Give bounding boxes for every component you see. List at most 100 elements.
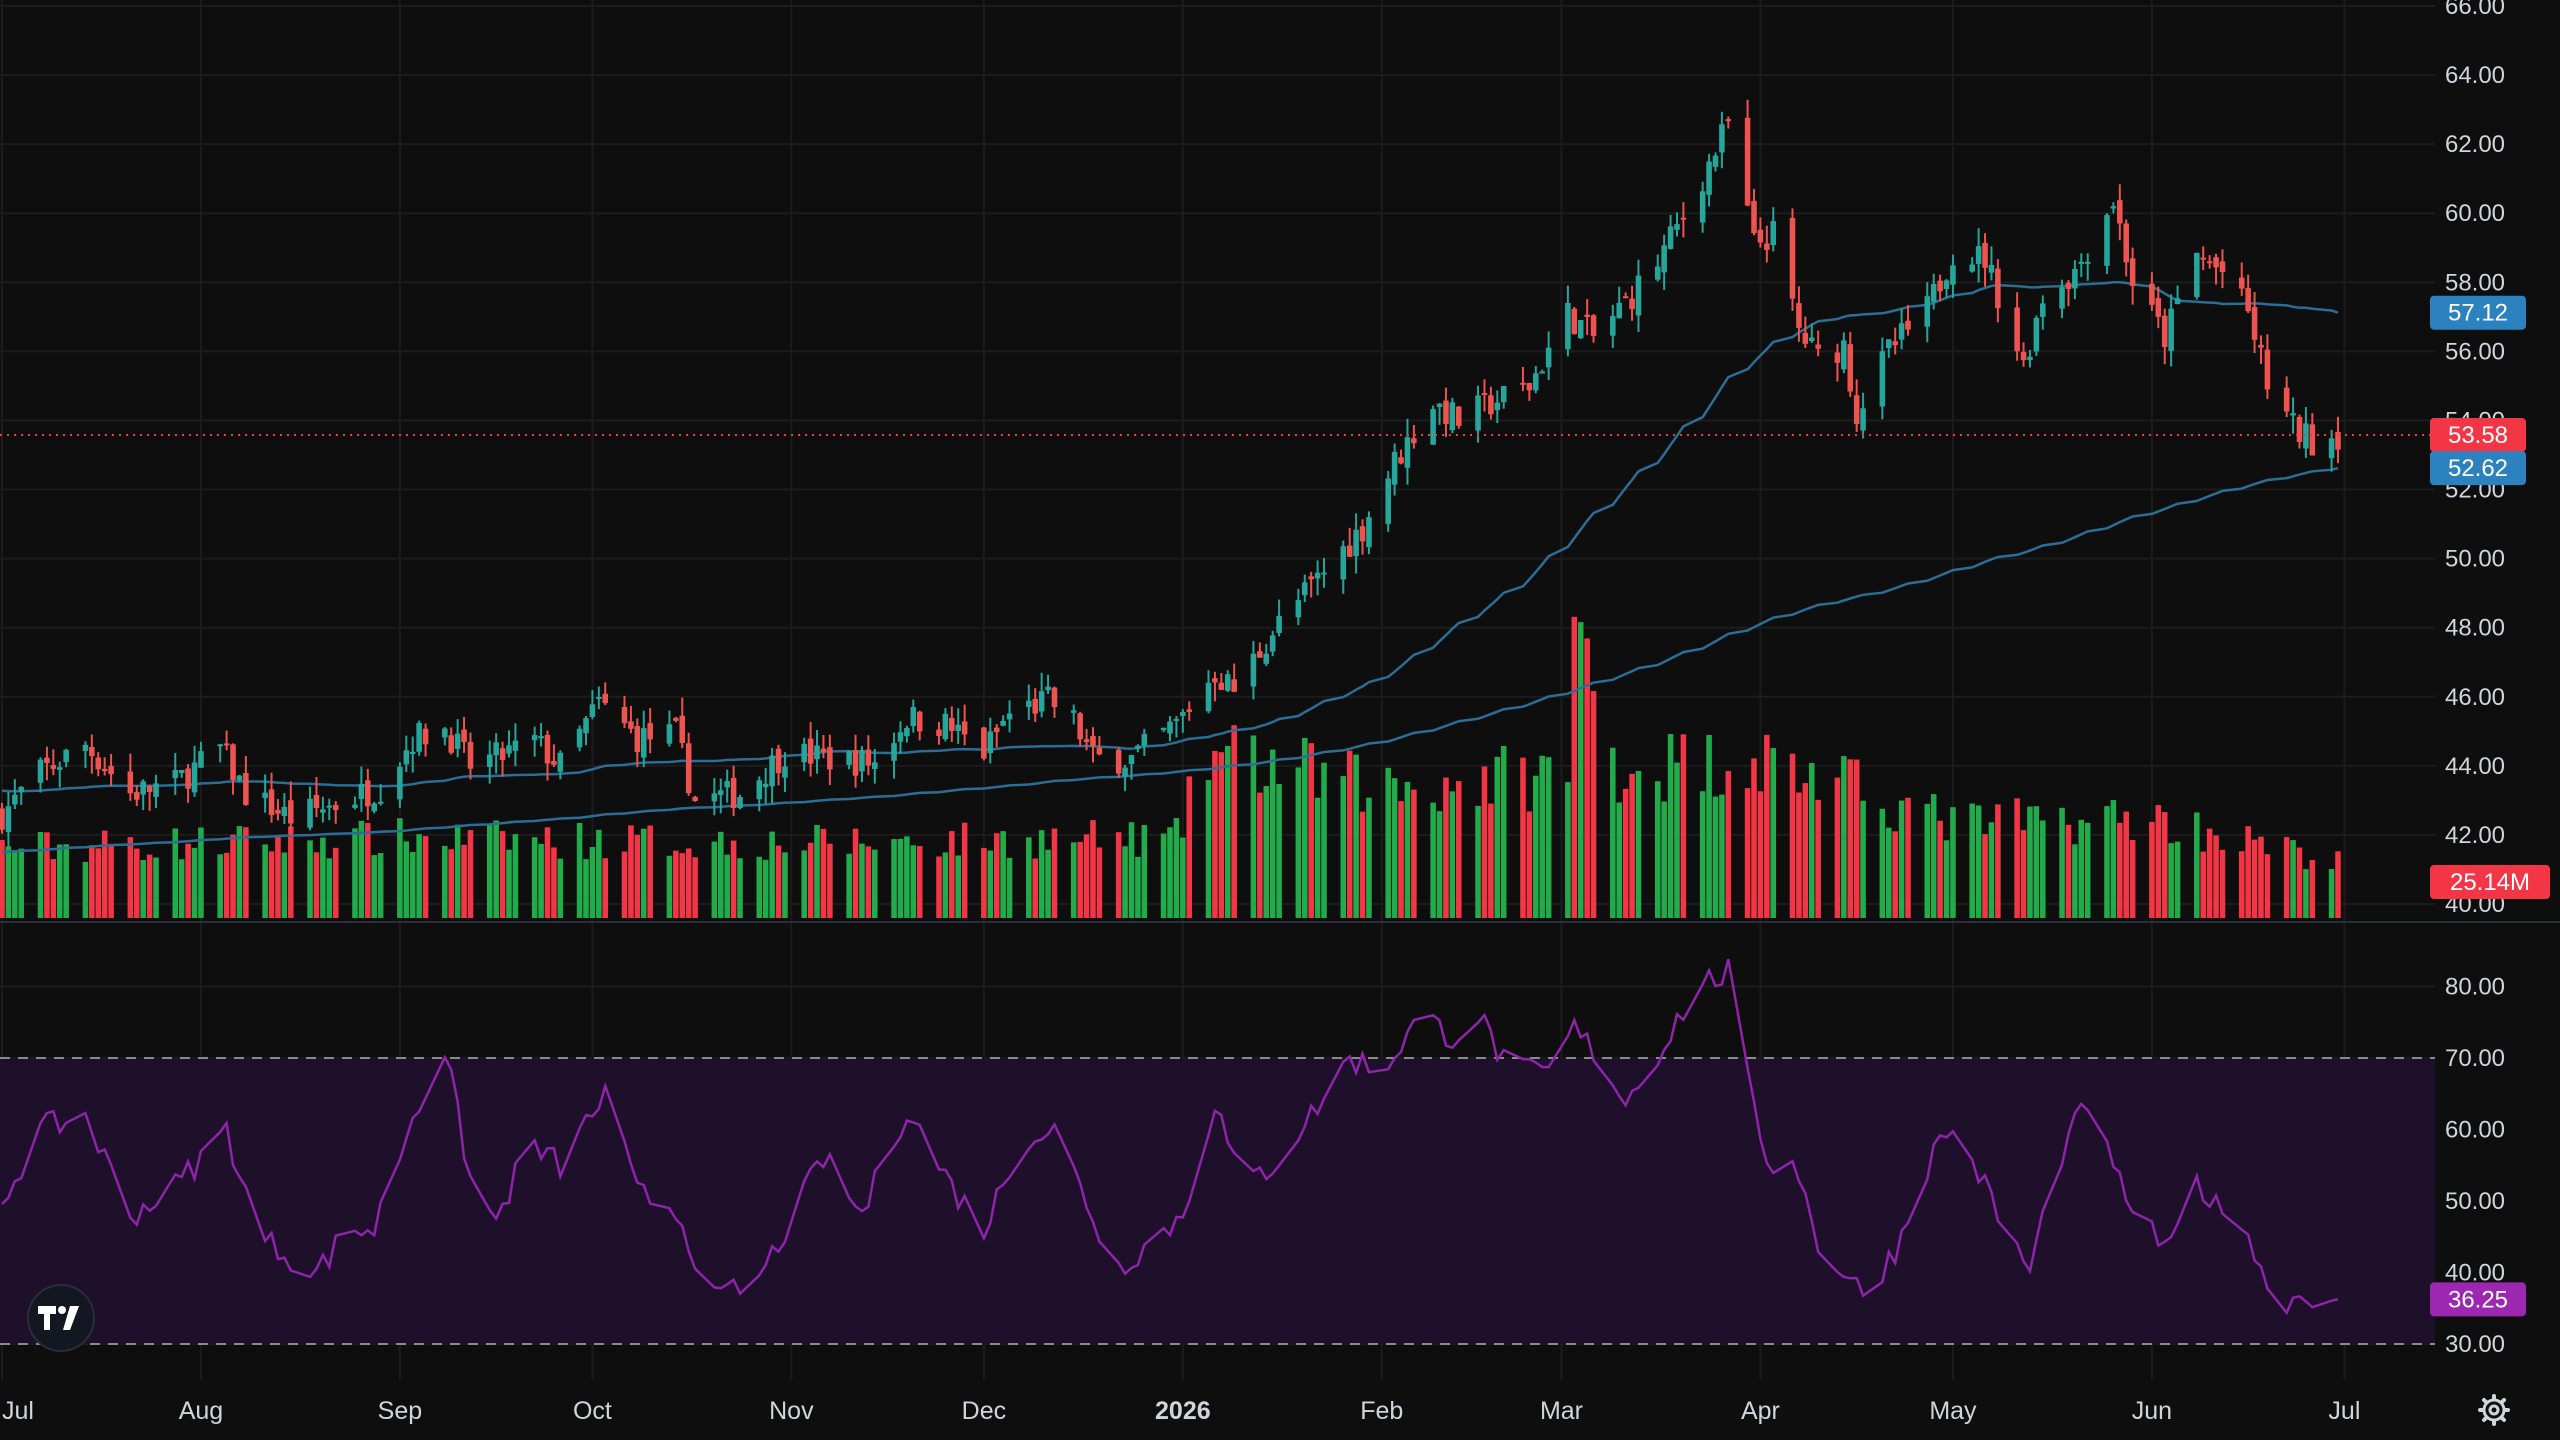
candle-body[interactable] xyxy=(1212,678,1218,683)
candle-body[interactable] xyxy=(756,780,763,800)
candle-body[interactable] xyxy=(2117,200,2123,224)
candle-body[interactable] xyxy=(981,727,987,759)
candle-body[interactable] xyxy=(198,751,204,768)
candle-body[interactable] xyxy=(1276,615,1282,633)
candle-body[interactable] xyxy=(95,757,102,770)
candle-body[interactable] xyxy=(1526,383,1533,391)
candle-body[interactable] xyxy=(63,749,69,762)
candle-body[interactable] xyxy=(891,743,897,761)
candle-body[interactable] xyxy=(50,765,57,769)
candle-body[interactable] xyxy=(1366,517,1372,548)
candle-body[interactable] xyxy=(827,747,833,770)
candle-body[interactable] xyxy=(275,809,281,814)
candle-body[interactable] xyxy=(2245,288,2251,312)
candle-body[interactable] xyxy=(1764,243,1770,250)
candle-body[interactable] xyxy=(1032,698,1039,714)
candle-body[interactable] xyxy=(262,792,268,799)
candle-body[interactable] xyxy=(1045,686,1051,691)
candle-body[interactable] xyxy=(1456,406,1462,426)
candle-body[interactable] xyxy=(1943,280,1950,289)
candle-body[interactable] xyxy=(557,752,564,772)
candle-body[interactable] xyxy=(673,717,679,721)
candle-body[interactable] xyxy=(730,777,737,808)
candle-body[interactable] xyxy=(602,693,609,704)
candle-body[interactable] xyxy=(1090,735,1096,747)
candle-body[interactable] xyxy=(1725,119,1732,122)
candle-body[interactable] xyxy=(1122,767,1128,777)
candle-body[interactable] xyxy=(1000,721,1006,726)
candle-body[interactable] xyxy=(544,734,551,764)
candle-body[interactable] xyxy=(897,732,904,742)
candle-body[interactable] xyxy=(1988,264,1995,273)
candle-body[interactable] xyxy=(1115,749,1122,774)
candle-body[interactable] xyxy=(2309,424,2316,456)
candle-body[interactable] xyxy=(2065,282,2072,289)
candle-body[interactable] xyxy=(2014,307,2020,352)
candle-body[interactable] xyxy=(628,721,634,729)
candle-body[interactable] xyxy=(1975,246,1982,264)
candle-body[interactable] xyxy=(2335,431,2341,450)
candle-body[interactable] xyxy=(2200,257,2207,260)
candle-body[interactable] xyxy=(1815,344,1821,349)
candle-body[interactable] xyxy=(640,728,647,758)
candle-body[interactable] xyxy=(2123,223,2129,263)
candle-body[interactable] xyxy=(1051,687,1058,708)
candle-body[interactable] xyxy=(846,751,852,765)
candle-body[interactable] xyxy=(1847,344,1854,392)
candle-body[interactable] xyxy=(1622,296,1629,299)
candle-body[interactable] xyxy=(685,743,692,794)
candle-body[interactable] xyxy=(178,770,185,774)
candle-body[interactable] xyxy=(230,744,236,781)
candle-body[interactable] xyxy=(1180,712,1186,716)
candle-body[interactable] xyxy=(1757,229,1764,243)
candle-body[interactable] xyxy=(18,787,25,792)
candle-body[interactable] xyxy=(955,724,961,732)
candle-body[interactable] xyxy=(1224,674,1231,691)
candle-body[interactable] xyxy=(1924,296,1931,327)
candle-body[interactable] xyxy=(352,804,358,808)
candle-body[interactable] xyxy=(1789,218,1796,299)
candle-body[interactable] xyxy=(1411,438,1417,444)
candle-body[interactable] xyxy=(1500,386,1507,403)
candle-body[interactable] xyxy=(1629,298,1635,310)
candle-body[interactable] xyxy=(916,711,923,732)
candle-body[interactable] xyxy=(499,748,506,760)
candle-body[interactable] xyxy=(2194,252,2200,297)
candle-body[interactable] xyxy=(872,762,878,769)
candle-body[interactable] xyxy=(1834,352,1841,363)
candle-body[interactable] xyxy=(1719,124,1725,153)
candle-body[interactable] xyxy=(1096,747,1103,755)
candle-body[interactable] xyxy=(576,728,583,748)
candle-body[interactable] xyxy=(1680,217,1687,220)
candle-body[interactable] xyxy=(1359,526,1366,542)
candle-body[interactable] xyxy=(782,766,788,778)
candle-body[interactable] xyxy=(82,744,89,751)
candle-body[interactable] xyxy=(538,736,544,739)
candle-body[interactable] xyxy=(223,743,230,746)
candle-body[interactable] xyxy=(2104,215,2110,266)
candle-body[interactable] xyxy=(281,806,288,816)
candle-body[interactable] xyxy=(1340,546,1347,580)
candle-body[interactable] xyxy=(1930,283,1937,302)
candle-body[interactable] xyxy=(1879,351,1886,407)
candle-body[interactable] xyxy=(313,794,320,808)
candle-body[interactable] xyxy=(1430,409,1436,445)
candle-body[interactable] xyxy=(1885,339,1892,348)
candle-body[interactable] xyxy=(2129,258,2136,286)
candle-body[interactable] xyxy=(1545,347,1552,368)
candle-body[interactable] xyxy=(1038,691,1045,712)
candle-body[interactable] xyxy=(1436,403,1443,407)
candle-body[interactable] xyxy=(1301,582,1308,596)
candle-body[interactable] xyxy=(12,794,18,805)
candle-body[interactable] xyxy=(5,806,12,833)
candle-body[interactable] xyxy=(454,733,461,749)
candle-body[interactable] xyxy=(820,748,827,753)
candle-body[interactable] xyxy=(1610,316,1616,336)
candle-body[interactable] xyxy=(1006,713,1013,720)
candle-body[interactable] xyxy=(1571,308,1578,335)
candle-body[interactable] xyxy=(358,783,365,799)
candle-body[interactable] xyxy=(1905,320,1911,330)
candle-body[interactable] xyxy=(666,724,673,744)
candle-body[interactable] xyxy=(987,731,994,754)
candle-body[interactable] xyxy=(993,727,1000,732)
